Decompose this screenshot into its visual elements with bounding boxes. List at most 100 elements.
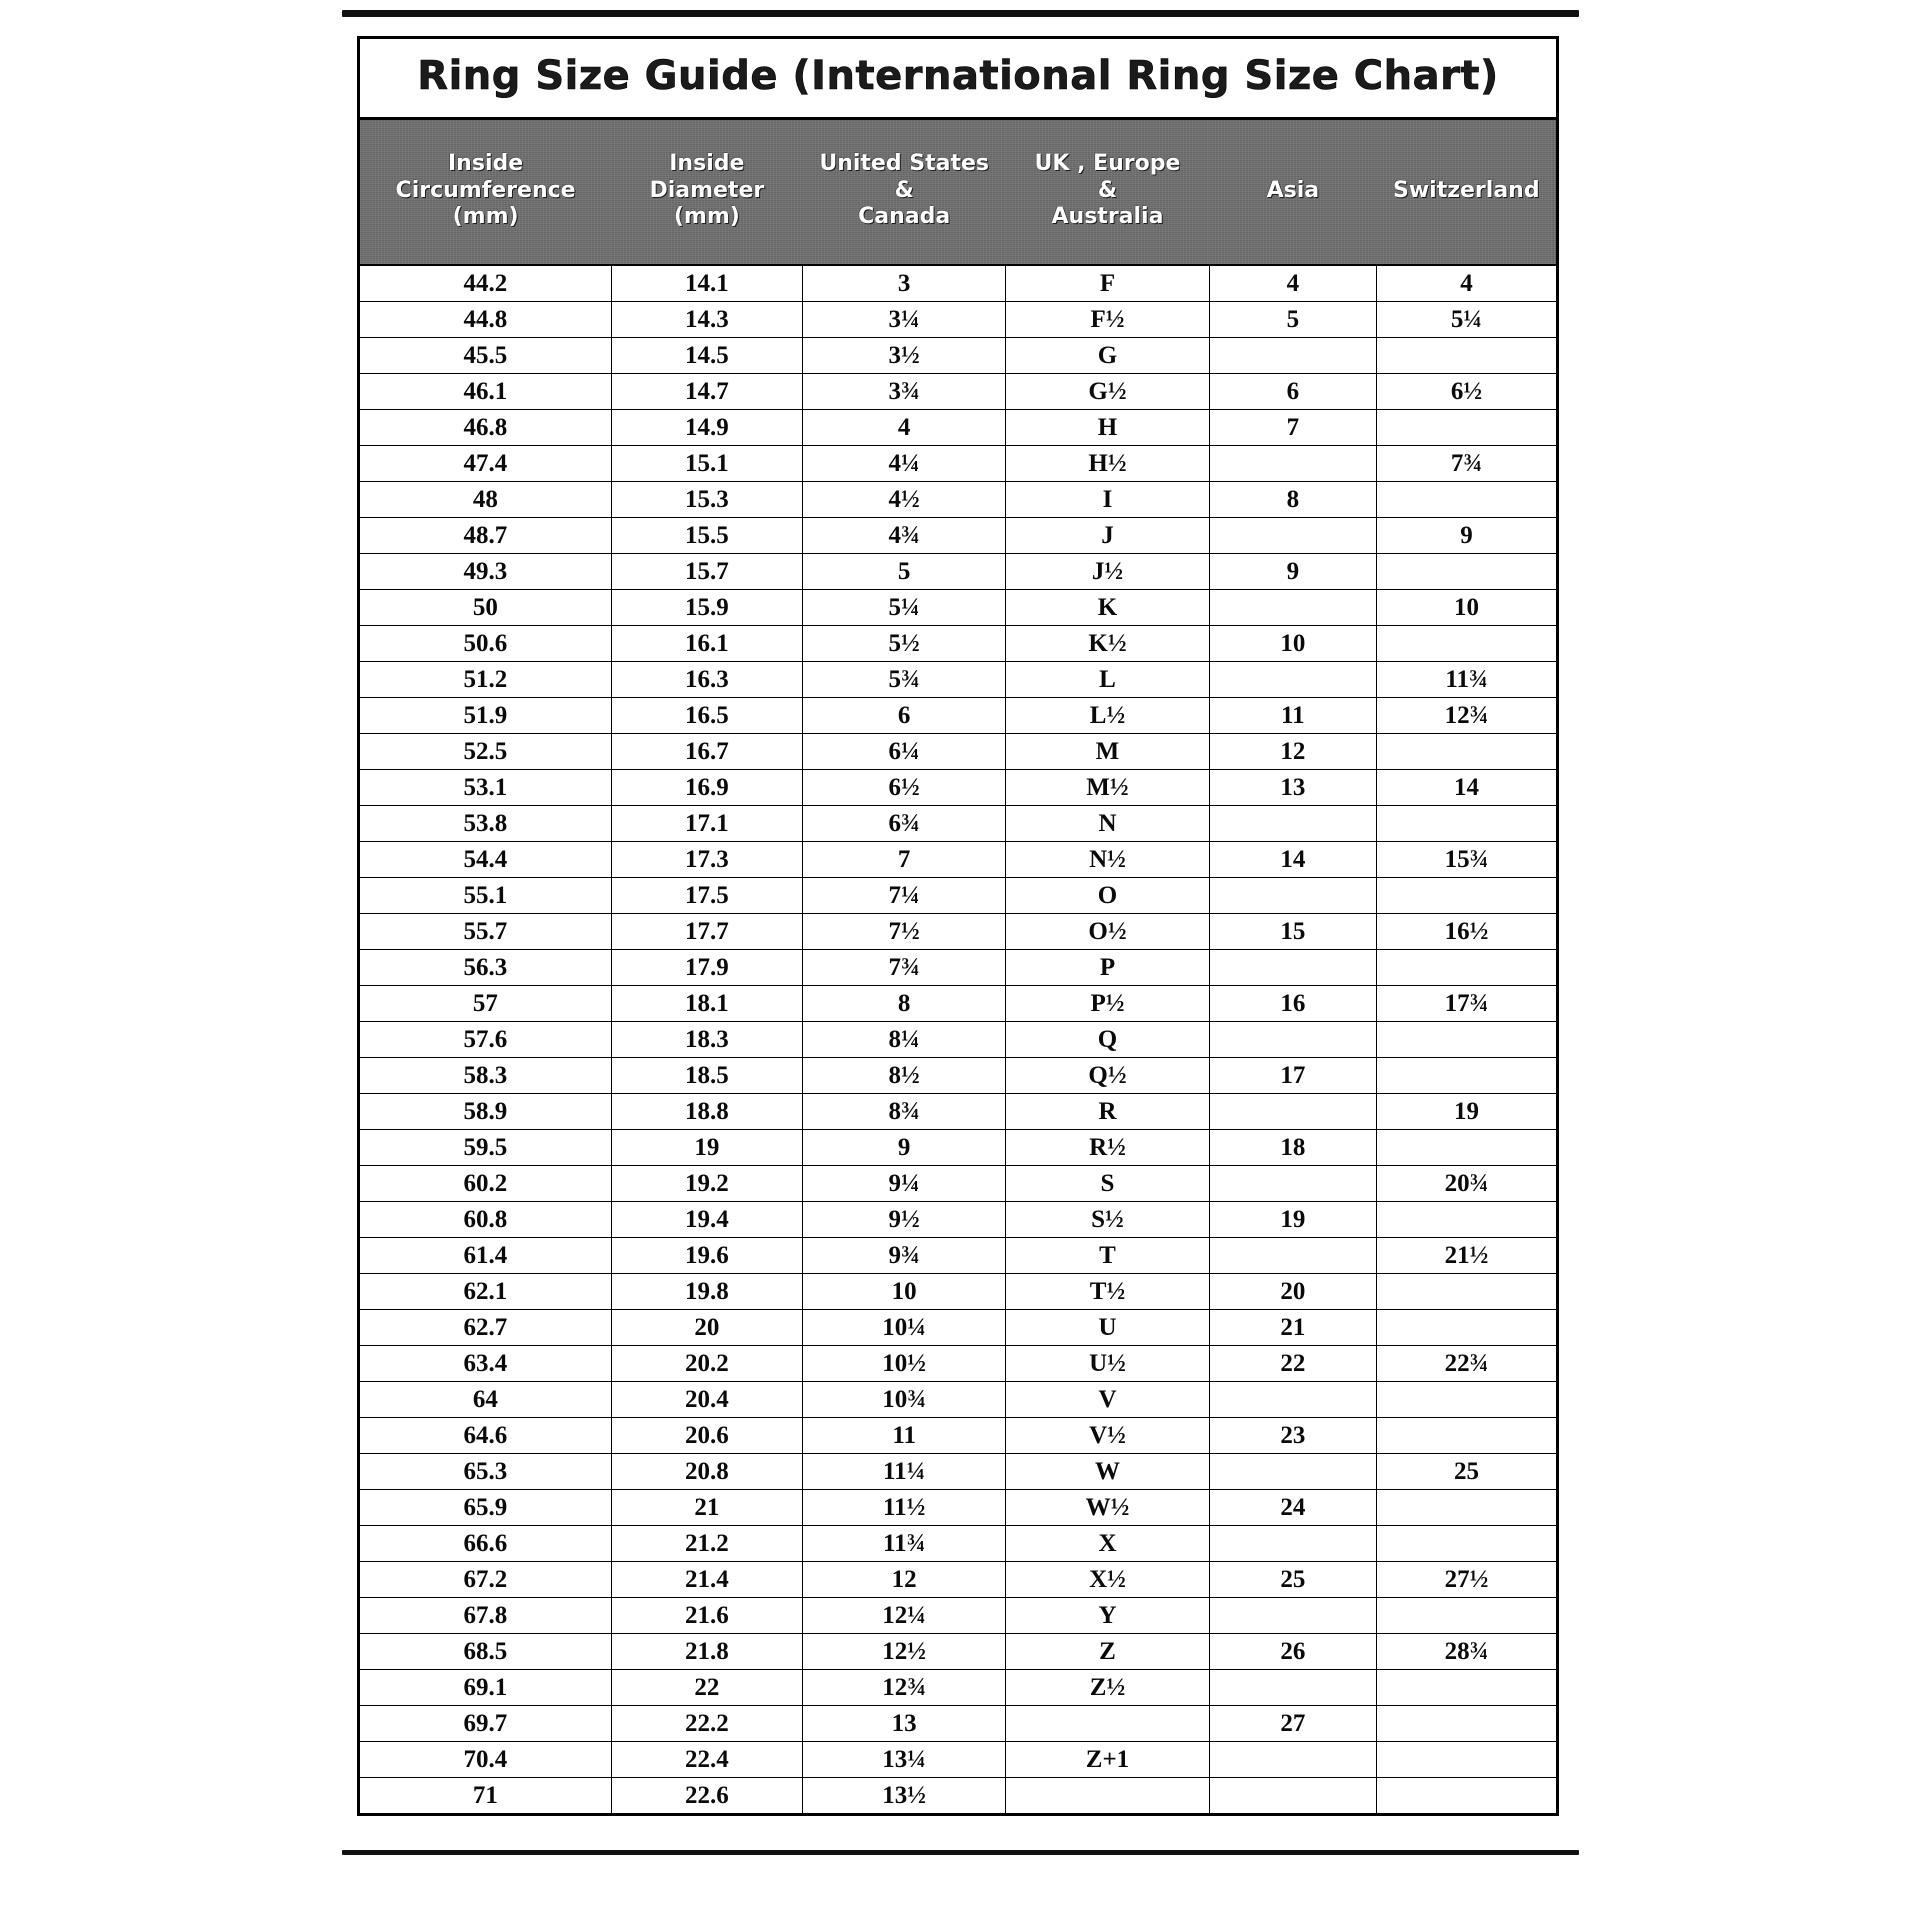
table-row: 57 18.1 8 P½ 16 17¾ (360, 985, 1556, 1022)
table-cell-diameter: 20.4 (610, 1381, 804, 1418)
table-cell-asia (1208, 1777, 1378, 1813)
table-cell-switzerland: 6½ (1376, 373, 1556, 410)
column-header-line: United States (819, 150, 989, 176)
table-cell-uk_eu_au: H½ (1005, 445, 1210, 482)
table-cell-uk_eu_au: V½ (1005, 1417, 1210, 1454)
table-cell-us_canada: 10¼ (802, 1309, 1007, 1346)
table-cell-switzerland (1376, 1489, 1556, 1526)
ring-size-chart-card: Ring Size Guide (International Ring Size… (357, 36, 1559, 1816)
table-cell-switzerland: 15¾ (1376, 841, 1556, 878)
table-cell-circumference: 66.6 (360, 1525, 612, 1562)
table-cell-switzerland: 7¾ (1376, 445, 1556, 482)
table-cell-us_canada: 6½ (802, 769, 1007, 806)
table-cell-diameter: 14.9 (610, 409, 804, 446)
table-cell-asia (1208, 661, 1378, 698)
table-row: 44.8 14.3 3¼ F½ 5 5¼ (360, 301, 1556, 338)
table-cell-us_canada: 7¾ (802, 949, 1007, 986)
table-cell-us_canada: 11¾ (802, 1525, 1007, 1562)
table-cell-uk_eu_au (1005, 1777, 1210, 1813)
table-cell-switzerland (1376, 733, 1556, 770)
table-cell-diameter: 20 (610, 1309, 804, 1346)
table-cell-circumference: 62.1 (360, 1273, 612, 1310)
table-cell-uk_eu_au: O (1005, 877, 1210, 914)
table-cell-us_canada: 6¾ (802, 805, 1007, 842)
table-cell-asia: 22 (1208, 1345, 1378, 1382)
table-cell-asia (1208, 1093, 1378, 1130)
table-row: 50.6 16.1 5½ K½ 10 (360, 625, 1556, 662)
table-cell-circumference: 58.3 (360, 1057, 612, 1094)
table-cell-switzerland: 20¾ (1376, 1165, 1556, 1202)
table-cell-uk_eu_au: R½ (1005, 1129, 1210, 1166)
table-cell-diameter: 17.5 (610, 877, 804, 914)
table-row: 56.3 17.9 7¾ P (360, 949, 1556, 986)
table-body: 44.2 14.1 3 F 4 4 44.8 14.3 3¼ F½ 5 5¼ 45.5 14.5 3½ G 46… (360, 264, 1556, 1813)
table-cell-circumference: 53.8 (360, 805, 612, 842)
table-cell-uk_eu_au: I (1005, 481, 1210, 518)
table-cell-uk_eu_au: P (1005, 949, 1210, 986)
table-cell-us_canada: 11½ (802, 1489, 1007, 1526)
table-cell-circumference: 65.9 (360, 1489, 612, 1526)
table-row: 60.2 19.2 9¼ S 20¾ (360, 1165, 1556, 1202)
table-cell-asia: 16 (1208, 985, 1378, 1022)
table-row: 46.1 14.7 3¾ G½ 6 6½ (360, 373, 1556, 410)
table-row: 51.2 16.3 5¾ L 11¾ (360, 661, 1556, 698)
table-cell-switzerland: 21½ (1376, 1237, 1556, 1274)
table-cell-asia: 18 (1208, 1129, 1378, 1166)
table-cell-uk_eu_au: L½ (1005, 697, 1210, 734)
table-cell-uk_eu_au: L (1005, 661, 1210, 698)
table-cell-circumference: 64 (360, 1381, 612, 1418)
column-header-line: Diameter (649, 177, 765, 203)
table-cell-us_canada: 4 (802, 409, 1007, 446)
column-header-switzerland: Switzerland (1377, 120, 1556, 265)
table-row: 50 15.9 5¼ K 10 (360, 589, 1556, 626)
column-header-line: Asia (1266, 177, 1320, 203)
table-cell-us_canada: 4½ (802, 481, 1007, 518)
table-cell-us_canada: 4¾ (802, 517, 1007, 554)
table-row: 64.6 20.6 11 V½ 23 (360, 1417, 1556, 1454)
table-cell-us_canada: 6¼ (802, 733, 1007, 770)
table-cell-uk_eu_au: R (1005, 1093, 1210, 1130)
table-cell-us_canada: 12¾ (802, 1669, 1007, 1706)
table-cell-switzerland (1376, 1381, 1556, 1418)
table-row: 60.8 19.4 9½ S½ 19 (360, 1201, 1556, 1238)
table-cell-diameter: 22 (610, 1669, 804, 1706)
table-cell-uk_eu_au: W½ (1005, 1489, 1210, 1526)
table-cell-us_canada: 3¾ (802, 373, 1007, 410)
table-row: 67.8 21.6 12¼ Y (360, 1597, 1556, 1634)
table-cell-diameter: 14.1 (610, 264, 804, 302)
table-cell-asia (1208, 1597, 1378, 1634)
table-cell-asia: 27 (1208, 1705, 1378, 1742)
table-row: 59.5 19 9 R½ 18 (360, 1129, 1556, 1166)
table-row: 55.1 17.5 7¼ O (360, 877, 1556, 914)
column-header-line: Australia (1051, 204, 1164, 230)
table-row: 69.7 22.2 13 27 (360, 1705, 1556, 1742)
table-cell-switzerland (1376, 877, 1556, 914)
table-cell-switzerland: 14 (1376, 769, 1556, 806)
table-cell-us_canada: 12 (802, 1561, 1007, 1598)
table-cell-uk_eu_au: U (1005, 1309, 1210, 1346)
table-row: 47.4 15.1 4¼ H½ 7¾ (360, 445, 1556, 482)
table-cell-asia: 20 (1208, 1273, 1378, 1310)
column-header-uk-europe-australia: UK , Europe & Australia (1006, 120, 1209, 265)
column-header-line: Circumference (395, 177, 576, 203)
table-cell-uk_eu_au: M½ (1005, 769, 1210, 806)
table-cell-circumference: 60.2 (360, 1165, 612, 1202)
table-cell-circumference: 59.5 (360, 1129, 612, 1166)
table-cell-switzerland (1376, 1525, 1556, 1562)
table-cell-asia (1208, 1453, 1378, 1490)
table-cell-diameter: 21.2 (610, 1525, 804, 1562)
table-cell-us_canada: 6 (802, 697, 1007, 734)
column-header-line: & (894, 177, 914, 203)
table-cell-asia: 7 (1208, 409, 1378, 446)
table-row: 55.7 17.7 7½ O½ 15 16½ (360, 913, 1556, 950)
table-cell-circumference: 65.3 (360, 1453, 612, 1490)
table-cell-us_canada: 9¼ (802, 1165, 1007, 1202)
table-cell-asia: 23 (1208, 1417, 1378, 1454)
table-cell-switzerland: 19 (1376, 1093, 1556, 1130)
table-cell-diameter: 14.3 (610, 301, 804, 338)
table-row: 63.4 20.2 10½ U½ 22 22¾ (360, 1345, 1556, 1382)
table-cell-us_canada: 13 (802, 1705, 1007, 1742)
table-cell-circumference: 57.6 (360, 1021, 612, 1058)
table-cell-circumference: 61.4 (360, 1237, 612, 1274)
